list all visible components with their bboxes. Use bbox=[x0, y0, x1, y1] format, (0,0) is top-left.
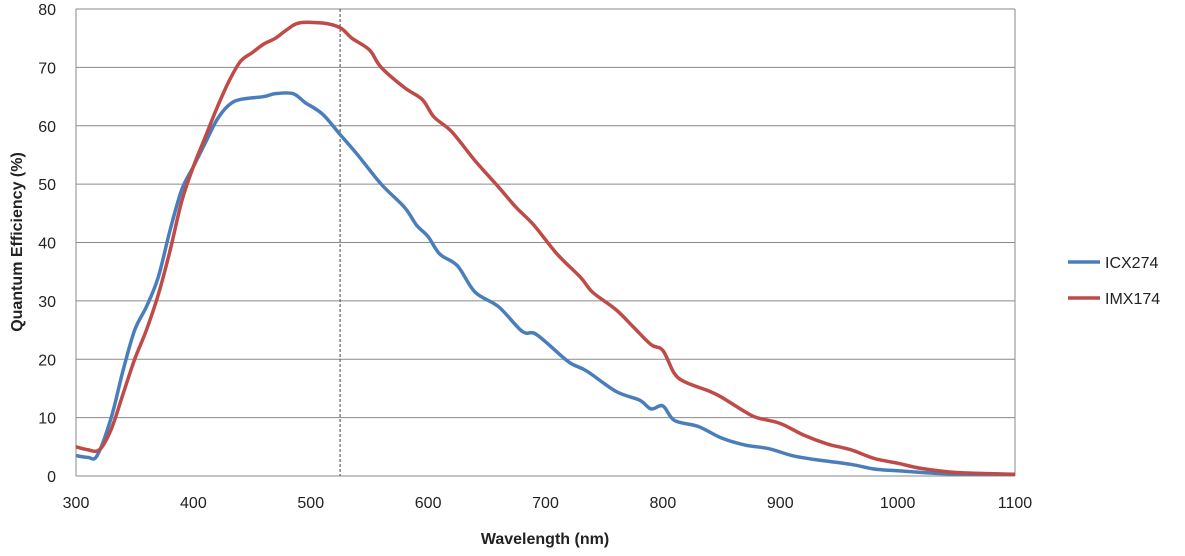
y-tick-label: 50 bbox=[38, 177, 56, 194]
series-line-icx274 bbox=[75, 91, 1016, 476]
x-tick-label: 500 bbox=[297, 495, 324, 512]
x-tick-label: 1100 bbox=[998, 495, 1033, 512]
x-axis-label: Wavelength (nm) bbox=[481, 531, 609, 548]
y-tick-label: 10 bbox=[38, 411, 56, 428]
x-tick-label: 1000 bbox=[880, 495, 916, 512]
legend-label-imx174: IMX174 bbox=[1105, 291, 1160, 308]
legend: ICX274 IMX174 bbox=[1068, 255, 1160, 308]
y-tick-label: 20 bbox=[38, 352, 56, 369]
series-group bbox=[75, 20, 1016, 476]
y-axis-label: Quantum Efficiency (%) bbox=[9, 152, 26, 332]
x-tick-label: 800 bbox=[650, 495, 677, 512]
y-tick-label: 80 bbox=[38, 2, 56, 19]
x-tick-label: 300 bbox=[63, 495, 90, 512]
x-tick-label: 600 bbox=[415, 495, 442, 512]
x-tick-labels: 300 400 500 600 700 800 900 1000 1100 bbox=[63, 495, 1033, 512]
y-tick-label: 40 bbox=[38, 236, 56, 253]
x-tick-label: 900 bbox=[767, 495, 794, 512]
y-tick-label: 0 bbox=[47, 469, 56, 486]
y-tick-label: 30 bbox=[38, 294, 56, 311]
legend-label-icx274: ICX274 bbox=[1105, 255, 1158, 272]
y-tick-labels: 0 10 20 30 40 50 60 70 80 bbox=[38, 2, 56, 486]
x-tick-label: 400 bbox=[180, 495, 207, 512]
series-line-imx174 bbox=[75, 20, 1016, 476]
y-tick-label: 70 bbox=[38, 60, 56, 77]
y-tick-label: 60 bbox=[38, 119, 56, 136]
x-tick-label: 700 bbox=[532, 495, 559, 512]
